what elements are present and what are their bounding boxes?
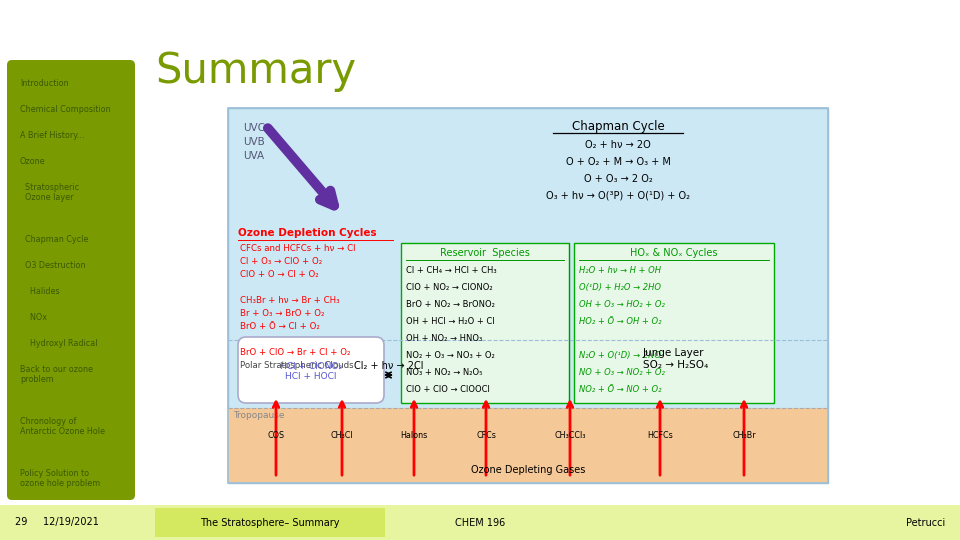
Text: OH + HCl → H₂O + Cl: OH + HCl → H₂O + Cl — [406, 317, 494, 326]
Text: OH + O₃ → HO₂ + O₂: OH + O₃ → HO₂ + O₂ — [579, 300, 665, 309]
Text: Cl + O₃ → ClO + O₂: Cl + O₃ → ClO + O₂ — [240, 257, 323, 266]
Text: Chapman Cycle: Chapman Cycle — [20, 235, 88, 244]
Text: H₂O + hν → H + OH: H₂O + hν → H + OH — [579, 266, 661, 275]
Text: Br + O₃ → BrO + O₂: Br + O₃ → BrO + O₂ — [240, 309, 324, 318]
Text: Tropopause: Tropopause — [233, 411, 284, 420]
Text: Reservoir  Species: Reservoir Species — [440, 248, 530, 258]
Text: NO₃ + NO₂ → N₂O₅: NO₃ + NO₂ → N₂O₅ — [406, 368, 483, 377]
Text: O3 Destruction: O3 Destruction — [20, 261, 85, 270]
FancyBboxPatch shape — [7, 60, 135, 500]
Text: CHEM 196: CHEM 196 — [455, 517, 505, 528]
Text: NOx: NOx — [20, 313, 47, 322]
Text: ClO + ClO → ClOOCl: ClO + ClO → ClOOCl — [406, 385, 490, 394]
Text: Summary: Summary — [155, 50, 356, 92]
Text: CFCs: CFCs — [476, 431, 496, 440]
Bar — [228, 108, 828, 483]
Text: NO + O₃ → NO₂ + O₂: NO + O₃ → NO₂ + O₂ — [579, 368, 665, 377]
Text: CH₃Br: CH₃Br — [732, 431, 756, 440]
Text: O + O₂ + M → O₃ + M: O + O₂ + M → O₃ + M — [565, 157, 670, 167]
Text: UVC: UVC — [243, 123, 265, 133]
Text: CH₃Br + hν → Br + CH₃: CH₃Br + hν → Br + CH₃ — [240, 296, 340, 305]
Text: Ozone Depletion Cycles: Ozone Depletion Cycles — [238, 228, 376, 238]
Text: OH + NO₂ → HNO₃: OH + NO₂ → HNO₃ — [406, 334, 482, 343]
Text: Chronology of
Antarctic Ozone Hole: Chronology of Antarctic Ozone Hole — [20, 417, 105, 436]
Text: N₂O + O(¹D) → 2NO: N₂O + O(¹D) → 2NO — [579, 351, 661, 360]
Text: CH₃Cl: CH₃Cl — [330, 431, 353, 440]
Text: UVB: UVB — [243, 137, 265, 147]
Text: Halides: Halides — [20, 287, 60, 296]
Text: Hydroxyl Radical: Hydroxyl Radical — [20, 339, 98, 348]
Text: CH₃CCl₃: CH₃CCl₃ — [554, 431, 586, 440]
Text: ClO + O → Cl + O₂: ClO + O → Cl + O₂ — [240, 270, 319, 279]
Text: Junge Layer
SO₂ → H₂SO₄: Junge Layer SO₂ → H₂SO₄ — [643, 348, 708, 369]
Bar — [228, 408, 828, 483]
FancyBboxPatch shape — [238, 337, 384, 403]
Text: HO₂ + Ō → OH + O₂: HO₂ + Ō → OH + O₂ — [579, 317, 661, 326]
Text: Petrucci: Petrucci — [905, 517, 945, 528]
Text: HCFCs: HCFCs — [647, 431, 673, 440]
Text: HOₓ & NOₓ Cycles: HOₓ & NOₓ Cycles — [631, 248, 718, 258]
Text: HCl + ClONO₂
HCl + HOCl: HCl + ClONO₂ HCl + HOCl — [280, 362, 342, 381]
Text: NO₂ + O₃ → NO₃ + O₂: NO₂ + O₃ → NO₃ + O₂ — [406, 351, 494, 360]
Text: Back to our ozone
problem: Back to our ozone problem — [20, 365, 93, 384]
Text: BrO + NO₂ → BrONO₂: BrO + NO₂ → BrONO₂ — [406, 300, 494, 309]
Text: Ozone: Ozone — [20, 157, 46, 166]
Text: CFCs and HCFCs + hν → Cl: CFCs and HCFCs + hν → Cl — [240, 244, 355, 253]
Text: UVA: UVA — [243, 151, 264, 161]
Text: BrO + ClO → Br + Cl + O₂: BrO + ClO → Br + Cl + O₂ — [240, 348, 350, 357]
Bar — [155, 508, 385, 537]
Text: Halons: Halons — [400, 431, 427, 440]
Text: BrO + Ō → Cl + O₂: BrO + Ō → Cl + O₂ — [240, 322, 320, 331]
Text: Chapman Cycle: Chapman Cycle — [571, 120, 664, 133]
Text: Cl + CH₄ → HCl + CH₃: Cl + CH₄ → HCl + CH₃ — [406, 266, 496, 275]
Text: O₂ + hν → 2O: O₂ + hν → 2O — [586, 140, 651, 150]
Text: O₃ + hν → O(³P) + O(¹D) + O₂: O₃ + hν → O(³P) + O(¹D) + O₂ — [546, 191, 690, 201]
Text: Polar Stratospheric Clouds: Polar Stratospheric Clouds — [240, 361, 353, 370]
Bar — [0, 505, 960, 540]
Text: O(¹D) + H₂O → 2HO: O(¹D) + H₂O → 2HO — [579, 283, 661, 292]
Text: Ozone Depleting Gases: Ozone Depleting Gases — [470, 465, 586, 475]
Text: Chemical Composition: Chemical Composition — [20, 105, 110, 114]
Text: COS: COS — [268, 431, 284, 440]
FancyBboxPatch shape — [401, 243, 569, 403]
Text: Recovery of
stratospheric ozone: Recovery of stratospheric ozone — [20, 521, 100, 540]
Text: ClO + NO₂ → ClONO₂: ClO + NO₂ → ClONO₂ — [406, 283, 492, 292]
Text: NO₂ + Ō → NO + O₂: NO₂ + Ō → NO + O₂ — [579, 385, 661, 394]
Text: Policy Solution to
ozone hole problem: Policy Solution to ozone hole problem — [20, 469, 100, 488]
Text: A Brief History...: A Brief History... — [20, 131, 84, 140]
Text: Introduction: Introduction — [20, 79, 68, 88]
Text: Cl₂ + hν → 2Cl: Cl₂ + hν → 2Cl — [353, 361, 423, 371]
Text: The Stratosphere– Summary: The Stratosphere– Summary — [201, 517, 340, 528]
FancyBboxPatch shape — [574, 243, 774, 403]
Text: O + O₃ → 2 O₂: O + O₃ → 2 O₂ — [584, 174, 653, 184]
Text: 29     12/19/2021: 29 12/19/2021 — [15, 517, 99, 528]
Text: Stratospheric
  Ozone layer: Stratospheric Ozone layer — [20, 183, 79, 202]
